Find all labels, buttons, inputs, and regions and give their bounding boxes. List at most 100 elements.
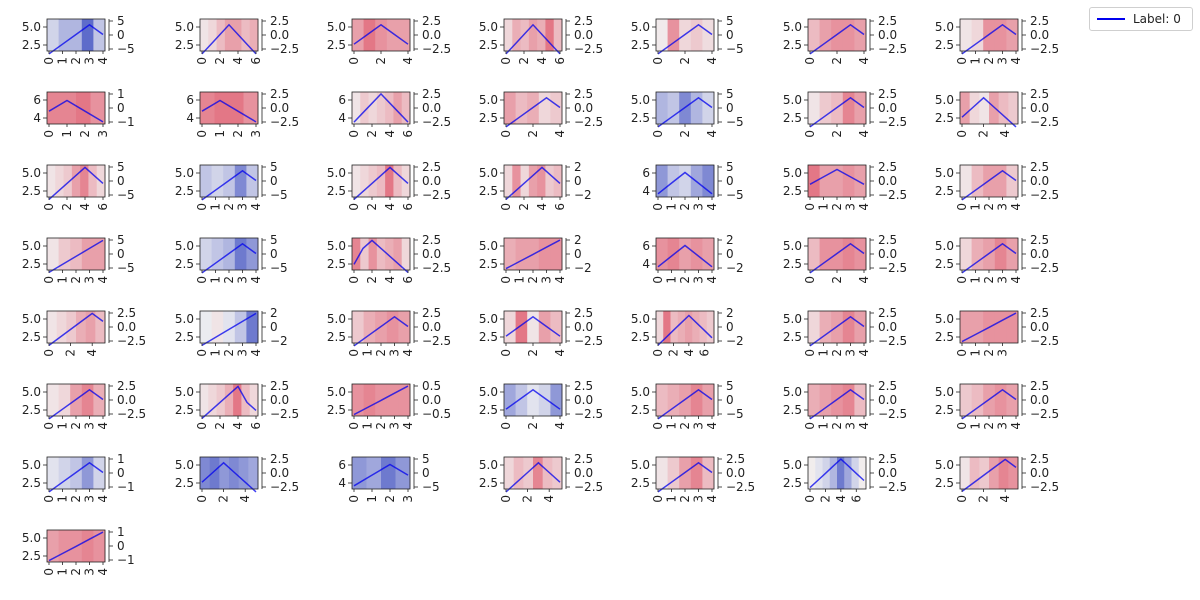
x-tick-label: 2 [526,422,540,430]
subplot-49: 5.02.52.50.0−2.50 2 4 [935,452,1059,503]
y-tick-label-left: 2.5 [783,330,802,344]
y-tick-label-right: −1 [117,553,135,567]
x-tick-label: 0 [499,495,513,503]
series-line [48,531,104,562]
series-line [201,312,257,347]
x-tick-label: 4 [682,349,696,357]
heat-cell [504,457,515,489]
y-tick-label-left: 4 [642,184,650,198]
y-tick-label-left: 5.0 [175,239,194,253]
heat-cell [550,238,563,270]
x-tick-label: 4 [238,495,252,503]
series-line [505,166,561,200]
x-tick-label: 1 [209,203,223,211]
x-tick-label: 3 [996,203,1010,211]
x-tick-label: 0 [347,130,361,138]
y-tick-label-left: 5.0 [22,239,41,253]
x-tick-label: 6 [249,422,263,430]
x-tick-label: 2 [678,57,692,65]
heat-cell [690,457,703,489]
x-tick-label: 4 [857,276,871,284]
heat-cell [63,165,73,197]
series-line [353,239,409,273]
y-tick-label-right: −2.5 [574,407,603,421]
y-tick-label-right: −5 [270,261,288,275]
y-tick-label-left: 5.0 [22,531,41,545]
y-tick-label-right: 0.5 [422,379,441,393]
x-tick-label: 3 [83,568,97,576]
heat-cell [808,238,820,270]
heat-cell [692,311,700,343]
y-tick-label-right: 2.5 [422,160,441,174]
heat-cell [352,457,367,489]
y-tick-label-right: 2.5 [1030,379,1049,393]
heat-cell [385,238,394,270]
y-tick-label-left: 5.0 [479,312,498,326]
y-tick-label-left: 2.5 [783,184,802,198]
y-tick-label-right: 2.5 [270,379,289,393]
y-tick-label-right: 2.5 [422,87,441,101]
y-tick-label-right: 0 [726,174,734,188]
x-tick-label: 4 [231,57,245,65]
heat-cell [670,311,679,343]
x-tick-label: 6 [401,276,415,284]
y-tick-label-right: −2.5 [422,188,451,202]
subplot-47: 5.02.52.50.0−2.50 1 2 3 4 [631,452,755,503]
x-tick-label: 4 [705,422,719,430]
y-tick-label-left: 6 [338,458,346,472]
y-tick-label-right: 0 [117,247,125,261]
x-tick-label: 2 [830,203,844,211]
x-tick-label: 1 [365,495,379,503]
x-tick-label: 4 [535,57,549,65]
x-tick-label: 2 [678,495,692,503]
x-tick-label: 1 [969,57,983,65]
y-tick-label-right: 2.5 [878,14,897,28]
y-tick-label-right: 2 [574,233,582,247]
heat-cell [994,384,1007,416]
y-tick-label-right: 5 [726,87,734,101]
axes-frame [46,310,106,344]
x-tick-label: 4 [857,57,871,65]
y-tick-label-left: 5.0 [631,93,650,107]
heat-cell [47,311,58,343]
y-tick-label-right: −2.5 [726,480,755,494]
x-tick-label: 4 [705,203,719,211]
y-tick-label-left: 2.5 [783,476,802,490]
y-tick-label-left: 2.5 [175,476,194,490]
series-line [201,23,257,55]
y-tick-label-left: 5.0 [631,20,650,34]
x-tick-label: 3 [96,130,110,138]
series-line [353,166,409,200]
heat-cell [360,165,369,197]
y-tick-label-right: −2.5 [1030,480,1059,494]
y-tick-label-right: 0.0 [878,320,897,334]
heat-cell [47,165,56,197]
y-tick-label-left: 2.5 [479,111,498,125]
y-tick-label-left: 5.0 [783,166,802,180]
y-tick-label-left: 5.0 [935,458,954,472]
y-tick-label-left: 2.5 [22,257,41,271]
x-tick-label: 4 [857,422,871,430]
y-tick-label-right: 5 [117,233,125,247]
heat-cell [679,165,692,197]
heat-cell [386,19,399,51]
series-line [201,169,257,201]
heat-cell [401,238,411,270]
x-tick-label: 2 [666,349,680,357]
heat-cell [656,238,668,270]
y-tick-label-right: 0 [574,247,582,261]
y-tick-label-right: −2.5 [878,480,907,494]
subplot-3: 5.02.52.50.0−2.50 2 4 [327,14,451,65]
y-tick-label-left: 5.0 [783,239,802,253]
x-tick-label: 6 [401,203,415,211]
y-tick-label-right: 0.0 [1030,393,1049,407]
x-tick-label: 0 [803,203,817,211]
x-tick-label: 4 [705,495,719,503]
heat-cell [81,384,94,416]
x-tick-label: 2 [60,203,74,211]
x-tick-label: 1 [56,422,70,430]
x-tick-label: 2 [69,57,83,65]
heat-cell [808,457,816,489]
heat-cell [80,165,89,197]
x-tick-label: 0 [499,349,513,357]
